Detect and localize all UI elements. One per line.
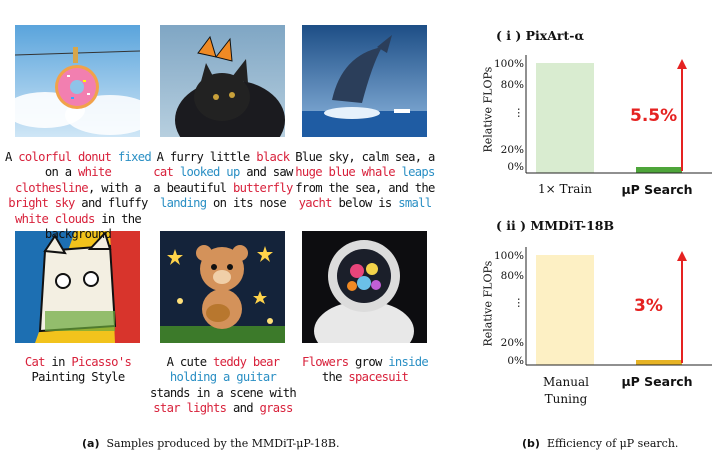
prompt-segment: and fluffy [74, 196, 148, 211]
chart-2-ytick: 80% [500, 270, 524, 282]
sample-prompt-1: A colorful donut fixed on a white clothe… [3, 150, 153, 242]
chart-2-ytick: ⋮ [513, 297, 525, 309]
prompt-segment: and saw a beautiful [153, 165, 293, 195]
sample-prompt-2: A furry little black cat looked up and s… [148, 150, 298, 212]
prompt-segment: fixed [111, 150, 152, 164]
chart-2-annotation: 3% [634, 296, 663, 316]
chart-1-ytick: 0% [507, 161, 524, 173]
prompt-segment: on a [44, 165, 78, 180]
chart-1-ytick: ⋮ [513, 107, 525, 119]
caption-a-tag: (a) [82, 437, 100, 450]
sample-image-donut [15, 25, 140, 137]
chart-1-title: ( i ) PixArt-α [496, 28, 585, 43]
sample-prompt-3: Blue sky, calm sea, a huge blue whale le… [290, 150, 440, 212]
sample-prompt-6: Flowers grow inside the spacesuit [290, 355, 440, 386]
prompt-segment [173, 165, 180, 179]
chart-1-ytick: 100% [493, 58, 524, 70]
prompt-segment: Painting Style [31, 370, 126, 385]
chart-1-ytick: 20% [500, 144, 524, 156]
prompt-segment: below is [331, 196, 399, 211]
prompt-segment: on its nose [206, 196, 287, 211]
prompt-segment: bright sky [8, 196, 75, 211]
chart-2-bar-manual [536, 255, 594, 365]
caption-a: (a) Samples produced by the MMDiT-μP-18B… [82, 437, 339, 450]
prompt-segment: A cute [166, 355, 214, 369]
prompt-segment: white clouds [14, 211, 95, 226]
caption-b-tag: (b) [522, 437, 540, 450]
chart-1-annotation: 5.5% [630, 106, 678, 126]
caption-a-text: Samples produced by the MMDiT-μP-18B. [106, 437, 340, 450]
chart-1-plot [525, 55, 712, 174]
prompt-segment: huge blue whale [295, 165, 395, 180]
prompt-segment: from the sea, and the [295, 180, 435, 195]
sample-prompt-5: A cute teddy bear holding a guitar stand… [148, 355, 298, 417]
prompt-segment: spacesuit [348, 370, 409, 385]
prompt-segment: Cat [24, 355, 46, 369]
chart-2-xcat-manual: Manual Tuning [543, 375, 589, 406]
prompt-segment: small [398, 196, 432, 211]
chart-2-bar-mup [636, 360, 682, 365]
prompt-segment: leaps [401, 165, 436, 180]
chart-2-ytick: 100% [493, 250, 524, 262]
prompt-segment: Blue sky, calm sea, a [295, 150, 435, 164]
sample-image-teddy-bear [160, 231, 285, 343]
chart-2-ytick: 20% [500, 337, 524, 349]
prompt-segment: colorful donut [18, 150, 112, 164]
chart-1-ytick: 80% [500, 79, 524, 91]
prompt-segment [395, 165, 402, 179]
prompt-segment: grass [259, 401, 294, 416]
prompt-segment: A furry little [156, 150, 257, 164]
chart-1-bar-mup [636, 167, 682, 173]
chart-1-bar-train [536, 63, 594, 173]
caption-b: (b) Efficiency of μP search. [522, 437, 678, 450]
chart-2-arrowhead [677, 251, 687, 261]
prompt-segment: star lights [153, 401, 227, 416]
prompt-segment: Picasso's [71, 355, 132, 369]
prompt-segment: black cat [153, 150, 290, 180]
prompt-segment: and [226, 401, 260, 416]
prompt-segment: yacht [298, 196, 333, 211]
chart-1-xcat-mup: μP Search [621, 182, 693, 197]
sample-image-spacesuit [302, 231, 427, 343]
prompt-segment: , with a [87, 180, 142, 195]
prompt-segment: Flowers [301, 355, 349, 369]
chart-2-ytick: 0% [507, 355, 524, 367]
chart-2-title: ( ii ) MMDiT-18B [496, 218, 615, 233]
sample-image-whale [302, 25, 427, 137]
sample-image-cat-butterfly [160, 25, 285, 137]
chart-2-plot [525, 247, 712, 366]
sample-image-picasso-cat [15, 231, 140, 343]
prompt-segment: stands in a scene with [149, 385, 297, 400]
prompt-segment: the [321, 370, 349, 385]
prompt-segment: grow [348, 355, 389, 369]
prompt-segment: looked up [179, 165, 240, 180]
sample-prompt-4: Cat in Picasso's Painting Style [3, 355, 153, 386]
prompt-segment: white clothesline [14, 165, 112, 195]
chart-2-xcat-mup: μP Search [621, 374, 693, 389]
prompt-segment: in [44, 355, 72, 369]
prompt-segment: butterfly [232, 180, 293, 195]
prompt-segment: teddy bear [213, 355, 280, 369]
prompt-segment: in the background [44, 211, 142, 242]
prompt-segment: A [4, 150, 19, 164]
prompt-segment: holding a guitar [169, 370, 277, 385]
chart-1-arrowhead [677, 59, 687, 69]
caption-b-text: Efficiency of μP search. [546, 437, 679, 450]
chart-1-xcat-train: 1× Train [538, 182, 592, 196]
prompt-segment: landing [159, 196, 207, 211]
prompt-segment: inside [388, 355, 429, 369]
